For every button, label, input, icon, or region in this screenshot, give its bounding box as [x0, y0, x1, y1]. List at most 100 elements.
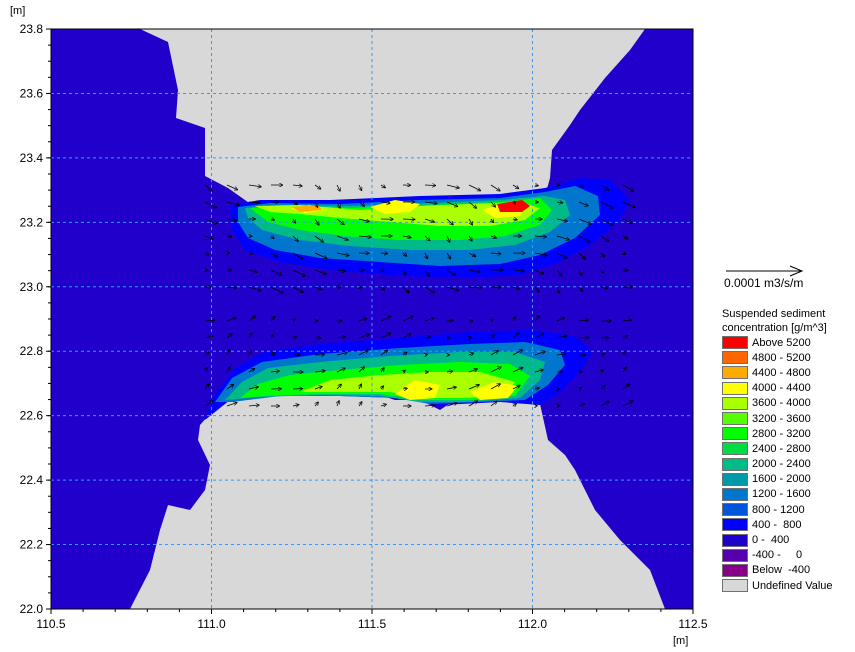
- flow-vector: [424, 269, 430, 276]
- sediment-band-south-yellow: [395, 380, 518, 400]
- flow-vector: [513, 317, 516, 322]
- legend-label: 400 - 800: [752, 518, 802, 531]
- flow-vector: [491, 319, 493, 321]
- flow-vector: [468, 184, 480, 191]
- flow-vector: [468, 401, 477, 407]
- legend-entry: 1600 - 2000: [722, 472, 855, 487]
- flow-vector: [314, 235, 323, 242]
- flow-vector: [402, 388, 407, 389]
- flow-vector: [226, 236, 232, 237]
- legend-entry: 400 - 800: [722, 517, 855, 532]
- flow-vector: [292, 185, 302, 186]
- flow-vector: [358, 367, 364, 373]
- flow-vector: [402, 316, 413, 322]
- flow-vector: [336, 337, 345, 338]
- flow-vector: [336, 218, 344, 224]
- flow-vector: [424, 286, 434, 293]
- flow-vector: [468, 201, 476, 208]
- flow-vector: [205, 368, 207, 373]
- flow-vector: [468, 369, 477, 373]
- legend-label: 4400 - 4800: [752, 366, 811, 379]
- y-tick-label: 23.2: [20, 215, 44, 229]
- flow-vector: [512, 184, 518, 188]
- flow-vector: [622, 384, 630, 390]
- flow-vector: [556, 219, 567, 221]
- flow-vector: [468, 252, 475, 256]
- flow-vector: [425, 354, 427, 355]
- flow-vector: [292, 252, 303, 259]
- legend-label: -400 - 0: [752, 549, 803, 562]
- flow-vector: [446, 387, 456, 389]
- flow-vector: [402, 253, 407, 256]
- flow-vector: [314, 287, 322, 290]
- legend-entry: 3600 - 4000: [722, 396, 855, 411]
- flow-vector: [623, 367, 626, 373]
- flow-vector: [248, 387, 258, 389]
- flow-vector: [248, 185, 261, 187]
- flow-vector: [600, 401, 609, 407]
- flow-vector: [249, 351, 251, 356]
- flow-vector: [314, 386, 322, 389]
- flow-vector: [446, 371, 452, 372]
- flow-vector: [204, 184, 212, 191]
- flow-vector: [402, 334, 411, 339]
- flow-vector: [227, 350, 229, 356]
- flow-vector: [336, 184, 340, 191]
- flow-vector: [512, 385, 520, 390]
- sediment-band-south-lime: [300, 372, 515, 398]
- flow-vector: [579, 269, 582, 275]
- flow-vector: [446, 320, 453, 321]
- land-south: [130, 394, 665, 609]
- y-axis-unit: [m]: [10, 5, 25, 17]
- vector-scale: 0.0001 m3/s/m: [724, 262, 814, 294]
- flow-vector: [600, 354, 605, 355]
- legend-swatch: [722, 518, 748, 532]
- flow-vector: [270, 371, 279, 372]
- flow-vector: [468, 385, 479, 390]
- flow-vector: [226, 287, 236, 288]
- flow-vector: [248, 286, 261, 291]
- sediment-band-north-red: [497, 200, 530, 212]
- flow-vector: [556, 202, 562, 203]
- flow-vector: [556, 317, 564, 322]
- flow-vector: [292, 202, 297, 204]
- flow-vector: [622, 401, 633, 407]
- flow-vector: [490, 384, 500, 390]
- flow-vector: [226, 403, 237, 407]
- velocity-vectors: [205, 185, 635, 406]
- flow-vector: [578, 218, 591, 224]
- flow-vector: [534, 351, 545, 356]
- flow-vector: [204, 384, 209, 390]
- flow-vector: [425, 252, 427, 259]
- flow-vector: [512, 219, 517, 220]
- legend-entry: 4800 - 5200: [722, 350, 855, 365]
- flow-vector: [578, 320, 588, 321]
- flow-vector: [446, 269, 455, 275]
- flow-vector: [424, 336, 430, 338]
- legend-title: Suspended sediment concentration [g/m^3]: [722, 308, 827, 334]
- legend-swatch: [722, 396, 748, 410]
- flow-vector: [270, 317, 274, 322]
- legend-entry: 4000 - 4400: [722, 381, 855, 396]
- flow-vector: [205, 253, 209, 255]
- legend-label: 3600 - 4000: [752, 397, 811, 410]
- flow-vector: [204, 320, 215, 321]
- flow-vector: [512, 368, 523, 373]
- flow-vector: [380, 185, 385, 188]
- legend-entries: Above 5200 4800 - 5200 4400 - 4800 4000 - 4…: [722, 335, 855, 593]
- flow-vector: [380, 202, 390, 203]
- x-axis: 110.5 111.0 111.5 112.0 112.5: [36, 609, 708, 631]
- legend-swatch: [722, 579, 748, 593]
- legend-swatch: [722, 503, 748, 517]
- flow-vector: [490, 367, 501, 373]
- sediment-band-north-yellow: [290, 200, 525, 218]
- flow-vector: [446, 201, 457, 206]
- flow-vector: [402, 352, 407, 355]
- flow-vector: [204, 218, 217, 224]
- flow-vector: [381, 368, 384, 373]
- x-tick-label: 111.5: [358, 617, 387, 631]
- flow-vector: [468, 270, 480, 272]
- flow-vector: [446, 218, 453, 225]
- flow-vector: [490, 184, 500, 191]
- legend-entry: 4400 - 4800: [722, 365, 855, 380]
